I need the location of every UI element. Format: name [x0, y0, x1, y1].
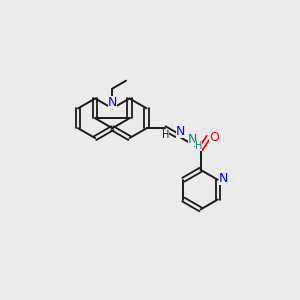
Text: H: H [195, 141, 202, 151]
Text: N: N [188, 133, 197, 146]
Text: H: H [162, 130, 169, 140]
Text: N: N [108, 96, 117, 109]
Text: N: N [219, 172, 228, 185]
Text: O: O [209, 130, 219, 144]
Text: N: N [176, 125, 185, 138]
